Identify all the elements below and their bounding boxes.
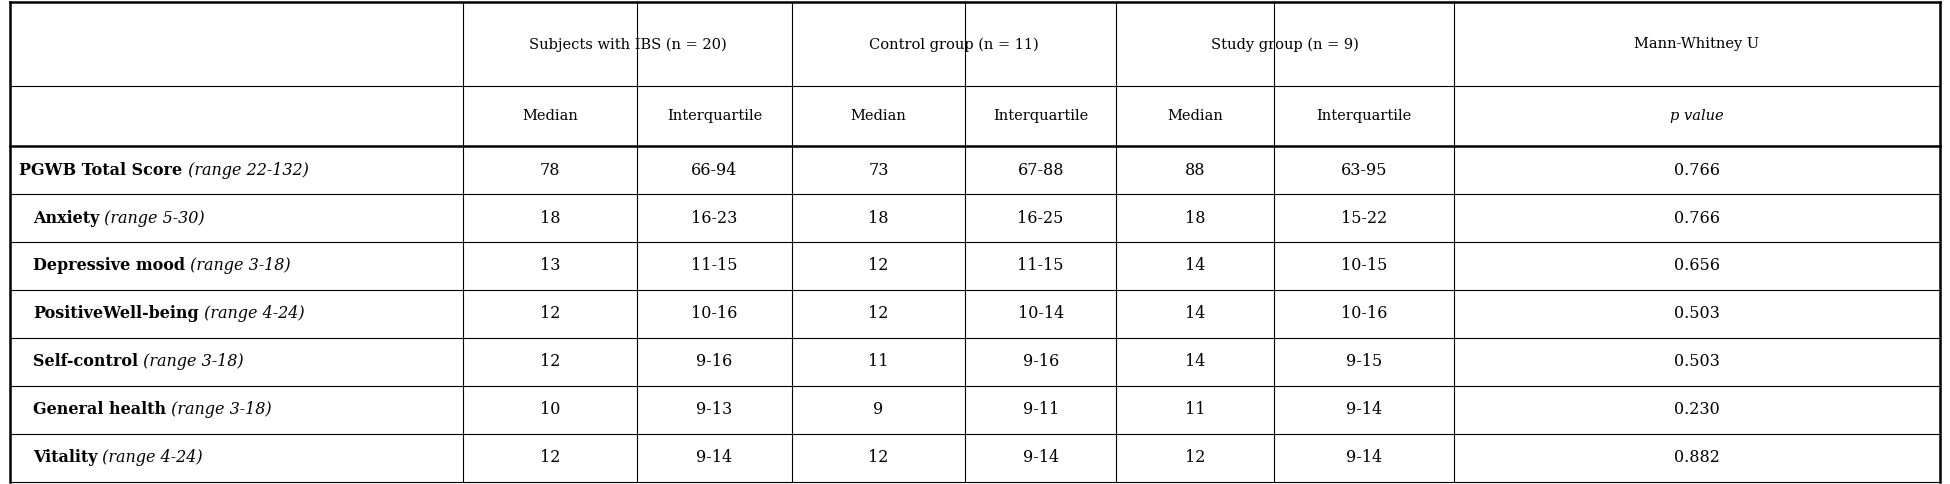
Text: 18: 18 <box>1186 210 1205 227</box>
Text: 9-16: 9-16 <box>696 353 733 370</box>
Text: 9-14: 9-14 <box>696 449 733 466</box>
Text: 9-13: 9-13 <box>696 401 733 418</box>
Text: 10: 10 <box>540 401 560 418</box>
Text: 18: 18 <box>868 210 889 227</box>
Text: 12: 12 <box>868 449 889 466</box>
Text: 16-23: 16-23 <box>690 210 737 227</box>
Text: 12: 12 <box>1186 449 1205 466</box>
Text: Median: Median <box>523 109 579 123</box>
Text: 0.656: 0.656 <box>1673 257 1720 274</box>
Text: (range 4-24): (range 4-24) <box>199 305 304 322</box>
Text: 9: 9 <box>874 401 883 418</box>
Text: 0.882: 0.882 <box>1673 449 1720 466</box>
Text: 11: 11 <box>1186 401 1205 418</box>
Text: Control group (n = 11): Control group (n = 11) <box>870 37 1039 51</box>
Text: 14: 14 <box>1186 257 1205 274</box>
Text: 12: 12 <box>868 257 889 274</box>
Text: Interquartile: Interquartile <box>1316 109 1412 123</box>
Text: Depressive mood: Depressive mood <box>33 257 185 274</box>
Text: 9-15: 9-15 <box>1346 353 1383 370</box>
Text: p value: p value <box>1671 109 1724 123</box>
Text: 78: 78 <box>540 162 560 179</box>
Text: Subjects with IBS (n = 20): Subjects with IBS (n = 20) <box>528 37 727 51</box>
Text: 14: 14 <box>1186 353 1205 370</box>
Text: 66-94: 66-94 <box>690 162 737 179</box>
Text: (range 4-24): (range 4-24) <box>98 449 203 466</box>
Text: Median: Median <box>1168 109 1223 123</box>
Text: 63-95: 63-95 <box>1342 162 1386 179</box>
Text: 88: 88 <box>1186 162 1205 179</box>
Text: 12: 12 <box>540 353 560 370</box>
Text: 11-15: 11-15 <box>1018 257 1065 274</box>
Text: 10-16: 10-16 <box>1342 305 1386 322</box>
Text: (range 3-18): (range 3-18) <box>185 257 291 274</box>
Text: (range 22-132): (range 22-132) <box>183 162 308 179</box>
Text: Interquartile: Interquartile <box>993 109 1088 123</box>
Text: 0.766: 0.766 <box>1673 162 1720 179</box>
Text: 0.230: 0.230 <box>1675 401 1720 418</box>
Text: Anxiety: Anxiety <box>33 210 99 227</box>
Text: 12: 12 <box>540 305 560 322</box>
Text: 0.766: 0.766 <box>1673 210 1720 227</box>
Text: 10-14: 10-14 <box>1018 305 1065 322</box>
Text: 11-15: 11-15 <box>690 257 737 274</box>
Text: 67-88: 67-88 <box>1018 162 1065 179</box>
Text: PGWB Total Score: PGWB Total Score <box>20 162 183 179</box>
Text: Self-control: Self-control <box>33 353 138 370</box>
Text: 9-14: 9-14 <box>1346 449 1383 466</box>
Text: (range 5-30): (range 5-30) <box>99 210 205 227</box>
Text: 9-14: 9-14 <box>1346 401 1383 418</box>
Text: General health: General health <box>33 401 166 418</box>
Text: Mann-Whitney U: Mann-Whitney U <box>1634 37 1759 51</box>
Text: 10-16: 10-16 <box>690 305 737 322</box>
Text: (range 3-18): (range 3-18) <box>166 401 271 418</box>
Text: 15-22: 15-22 <box>1342 210 1386 227</box>
Text: 14: 14 <box>1186 305 1205 322</box>
Text: 9-11: 9-11 <box>1022 401 1059 418</box>
Text: 11: 11 <box>868 353 889 370</box>
Text: 10-15: 10-15 <box>1342 257 1386 274</box>
Text: 13: 13 <box>540 257 560 274</box>
Text: 9-16: 9-16 <box>1022 353 1059 370</box>
Text: 12: 12 <box>868 305 889 322</box>
Text: 0.503: 0.503 <box>1673 353 1720 370</box>
Text: 16-25: 16-25 <box>1018 210 1065 227</box>
Text: (range 3-18): (range 3-18) <box>138 353 244 370</box>
Text: 18: 18 <box>540 210 560 227</box>
Text: Study group (n = 9): Study group (n = 9) <box>1211 37 1359 51</box>
Text: Vitality: Vitality <box>33 449 98 466</box>
Text: Interquartile: Interquartile <box>667 109 762 123</box>
Text: 12: 12 <box>540 449 560 466</box>
Text: PositiveWell-being: PositiveWell-being <box>33 305 199 322</box>
Text: 0.503: 0.503 <box>1673 305 1720 322</box>
Text: Median: Median <box>850 109 907 123</box>
Text: 73: 73 <box>868 162 889 179</box>
Text: 9-14: 9-14 <box>1022 449 1059 466</box>
